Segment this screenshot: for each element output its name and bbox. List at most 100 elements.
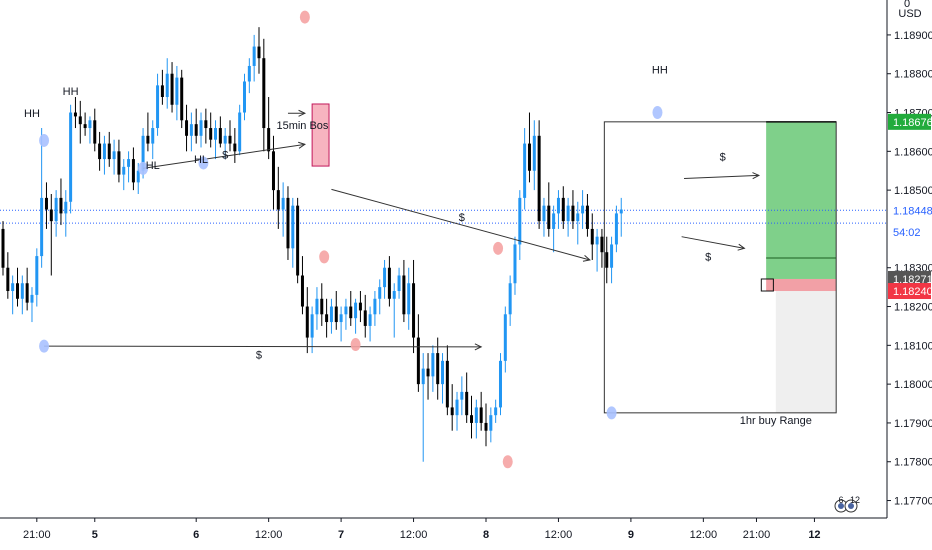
y-tick-label: 1.18000: [894, 379, 932, 391]
candle-body: [412, 283, 416, 338]
annotation-label: HH: [63, 86, 79, 98]
candle-body: [421, 368, 425, 385]
candle-body: [339, 314, 343, 323]
candle-body: [320, 298, 324, 315]
annotation-label: HH: [652, 65, 668, 77]
candle-body: [165, 73, 169, 98]
x-tick-label: 8: [483, 529, 489, 541]
candle-body: [156, 85, 160, 129]
annotation-label: HL: [146, 160, 160, 172]
x-tick-label: 12:00: [400, 529, 428, 541]
annotation-label: $: [705, 252, 711, 264]
candle-body: [426, 368, 430, 377]
currency-badge[interactable]: USD: [898, 8, 922, 20]
candle-body: [576, 213, 580, 222]
swing-marker-2: [138, 161, 149, 175]
candle-body: [15, 283, 19, 299]
x-tick-label: 9: [628, 529, 634, 541]
arrow-head-0: [474, 343, 483, 351]
candle-body: [479, 407, 483, 423]
candle-body: [484, 422, 488, 431]
x-tick-label: 7: [338, 529, 344, 541]
candle-body: [605, 252, 609, 268]
overlay-layer: HH HH HL HL $15min Bos $ $ HH $ $1hr buy Range: [24, 10, 812, 469]
candle-body: [595, 236, 599, 245]
price-tag-bg: [888, 270, 931, 287]
entry-box: [760, 278, 774, 292]
candle-body: [257, 46, 261, 59]
candle-body: [619, 209, 623, 214]
price-tag-bg: [888, 202, 931, 219]
price-tag-label: 1.18240: [893, 286, 932, 298]
candle-body: [267, 128, 271, 152]
candle-body: [305, 306, 309, 338]
candle-body: [151, 128, 155, 144]
candle-body: [49, 209, 53, 222]
candle-body: [11, 283, 15, 292]
y-tick-label: 1.17800: [894, 457, 932, 469]
x-tick-label: 21:00: [23, 529, 51, 541]
candle-body: [397, 275, 401, 292]
candle-body: [585, 205, 589, 229]
candle-body: [262, 58, 266, 129]
candle-body: [383, 267, 387, 288]
candle-body: [122, 166, 126, 175]
timezone-badge[interactable]: 6 12: [834, 495, 862, 517]
candle-body: [44, 197, 48, 210]
candle-body: [6, 267, 10, 292]
candle-body: [88, 120, 92, 129]
candle-body: [291, 205, 295, 249]
candle-body: [102, 143, 106, 160]
arrow-head-3: [752, 172, 761, 180]
annotation-label: $: [256, 350, 262, 362]
candle-body: [78, 116, 82, 125]
annotation-label: 15min Bos: [276, 120, 328, 132]
annotation-label: $: [459, 212, 465, 224]
candle-body: [300, 275, 304, 307]
arrow-head-1: [298, 141, 307, 149]
candle-body: [98, 143, 102, 160]
candle-body: [566, 205, 570, 222]
swing-marker-10: [652, 106, 663, 120]
price-tag-label: 1.18448: [893, 205, 932, 217]
arrow-line-3: [684, 174, 759, 179]
candle-body: [508, 283, 512, 315]
candle-body: [494, 407, 498, 416]
candle-body: [368, 314, 372, 326]
candle-body: [93, 120, 97, 144]
candle-body: [349, 306, 353, 319]
candle-body: [547, 205, 551, 229]
candle-body: [170, 73, 174, 105]
x-tick-label: 5: [92, 529, 98, 541]
price-tag-label: 1.18271: [893, 274, 932, 286]
candle-body: [518, 197, 522, 245]
candle-body: [407, 283, 411, 315]
y-tick-label: 1.18500: [894, 185, 932, 197]
y-tick-label: 1.18900: [894, 30, 932, 42]
calendar-icon: 6 12: [834, 495, 860, 513]
candle-body: [25, 283, 29, 303]
price-tag-bg: [888, 283, 931, 300]
annotation-label: HH: [24, 108, 40, 120]
candle-body: [204, 120, 208, 129]
swing-marker-1: [39, 339, 50, 353]
candle-body: [532, 135, 536, 171]
candle-body: [445, 360, 449, 408]
candle-body: [470, 415, 474, 423]
candle-body: [441, 360, 445, 385]
candle-body: [416, 337, 420, 385]
swing-marker-7: [493, 241, 504, 255]
x-tick-label: 12: [808, 529, 820, 541]
y-tick-label: 1.18800: [894, 69, 932, 81]
candle-body: [329, 306, 333, 323]
candle-body: [296, 205, 300, 276]
candle-body: [54, 197, 58, 222]
candle-body: [146, 135, 150, 144]
candle-body: [542, 205, 546, 222]
zones-layer: [311, 103, 837, 414]
x-tick-label: 6: [193, 529, 199, 541]
candle-body: [247, 65, 251, 82]
candle-body: [325, 314, 329, 323]
